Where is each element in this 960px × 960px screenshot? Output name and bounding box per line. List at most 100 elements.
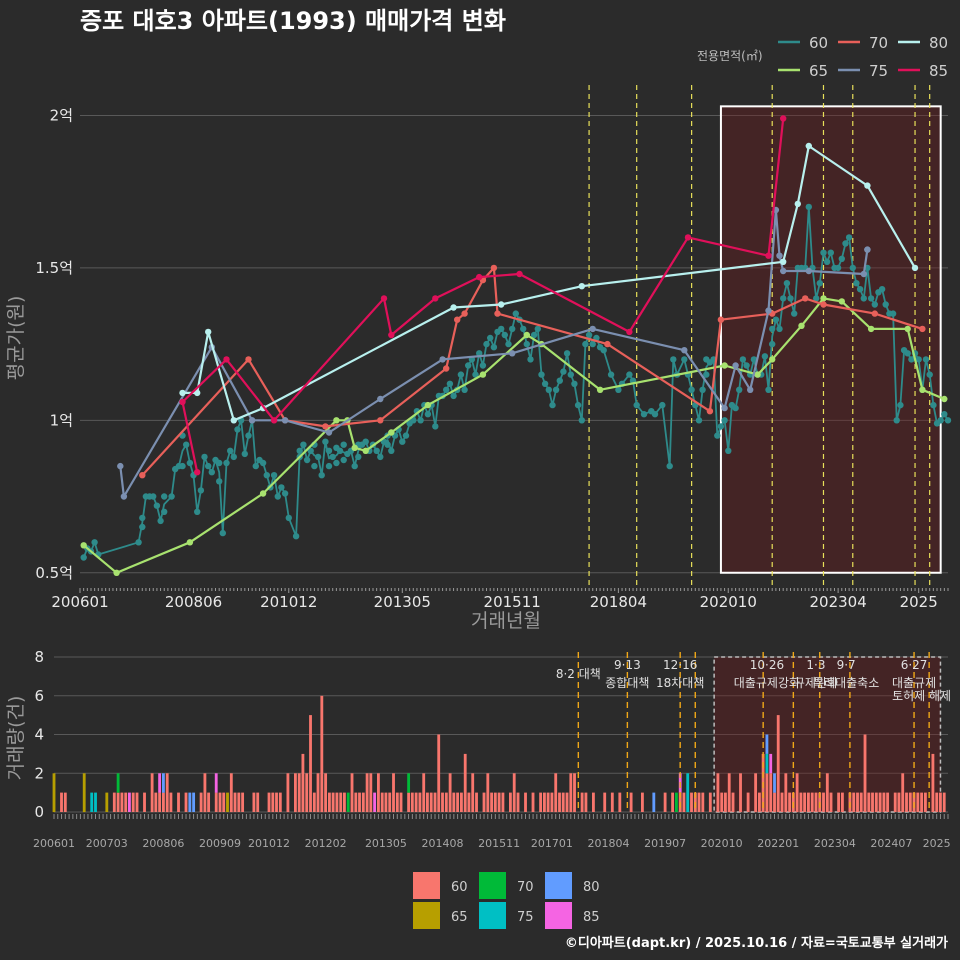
volume-bar bbox=[807, 792, 810, 812]
data-point bbox=[197, 487, 205, 494]
data-point bbox=[897, 401, 904, 409]
data-point bbox=[600, 347, 607, 354]
data-point bbox=[834, 264, 842, 272]
policy-label: 1·3 규제완화 bbox=[794, 658, 838, 690]
volume-bar bbox=[716, 773, 720, 813]
data-point bbox=[91, 539, 98, 546]
data-point bbox=[908, 356, 915, 363]
volume-bar bbox=[546, 792, 550, 812]
data-point bbox=[714, 432, 721, 439]
volume-legend-swatch-80 bbox=[545, 872, 572, 899]
volume-bar bbox=[859, 792, 863, 812]
data-point bbox=[307, 447, 314, 454]
volume-bar bbox=[214, 792, 218, 812]
data-point bbox=[241, 450, 248, 458]
volume-bar bbox=[580, 792, 584, 812]
data-point bbox=[904, 325, 911, 333]
data-point bbox=[904, 350, 911, 357]
data-point bbox=[248, 417, 256, 424]
volume-legend: 60 65 70 75 80 85 bbox=[413, 872, 600, 929]
policy-label: 10·26 대출규제강화 bbox=[734, 658, 800, 690]
data-point bbox=[351, 462, 358, 470]
data-point bbox=[523, 331, 530, 339]
data-point bbox=[80, 542, 87, 549]
volume-bar bbox=[105, 792, 109, 812]
data-point bbox=[351, 444, 358, 451]
volume-bar bbox=[218, 792, 222, 812]
policy-label-text: 토허제 해제 bbox=[892, 689, 951, 703]
data-point bbox=[157, 517, 164, 525]
volume-bar bbox=[516, 792, 520, 812]
volume-bar bbox=[143, 792, 146, 812]
volume-bar bbox=[410, 792, 414, 812]
policy-label-text: 특례대출축소 bbox=[813, 676, 879, 690]
volume-bar bbox=[863, 734, 867, 812]
volume-x-tick-label: 200909 bbox=[199, 837, 241, 850]
data-point bbox=[194, 508, 201, 515]
volume-bar bbox=[384, 792, 388, 812]
volume-y-axis-title: 거래량(건) bbox=[5, 696, 27, 781]
policy-label-text: 대출규제 bbox=[892, 676, 936, 690]
volume-bar bbox=[610, 792, 614, 812]
data-point bbox=[772, 316, 780, 323]
data-point bbox=[509, 325, 516, 333]
data-point bbox=[776, 325, 783, 333]
data-point bbox=[362, 447, 369, 454]
policy-label-text: 18차대책 bbox=[656, 675, 704, 690]
data-point bbox=[179, 398, 186, 406]
volume-bar bbox=[897, 792, 901, 812]
volume-bar bbox=[467, 792, 471, 812]
data-point bbox=[194, 389, 201, 397]
data-point bbox=[750, 356, 758, 363]
data-point bbox=[388, 331, 395, 339]
data-point bbox=[816, 280, 823, 287]
data-point bbox=[589, 325, 596, 333]
volume-bar bbox=[471, 773, 475, 813]
volume-bar bbox=[316, 773, 320, 813]
volume-bar bbox=[407, 792, 411, 812]
data-point bbox=[498, 301, 505, 308]
data-point bbox=[472, 371, 479, 378]
volume-bar bbox=[814, 792, 818, 812]
volume-bar bbox=[565, 792, 569, 812]
data-point bbox=[329, 453, 336, 461]
data-point bbox=[219, 529, 226, 537]
volume-x-tick-label: 201305 bbox=[365, 837, 407, 850]
series-75 bbox=[117, 206, 871, 500]
policy-label-text: 6·27 bbox=[901, 658, 928, 672]
volume-bar bbox=[924, 792, 927, 812]
data-point bbox=[765, 386, 772, 393]
data-point bbox=[223, 356, 230, 363]
volume-bar bbox=[731, 792, 735, 812]
volume-legend-label-70: 70 bbox=[517, 880, 534, 895]
volume-bar bbox=[837, 792, 841, 812]
volume-bar bbox=[369, 773, 373, 813]
data-point bbox=[450, 392, 457, 400]
data-point bbox=[179, 462, 186, 470]
volume-bar bbox=[490, 792, 494, 812]
data-point bbox=[666, 462, 673, 470]
volume-bar bbox=[169, 792, 173, 812]
data-point bbox=[417, 417, 424, 424]
data-point bbox=[615, 386, 622, 393]
volume-bar bbox=[448, 773, 452, 813]
data-point bbox=[186, 459, 194, 467]
data-point bbox=[443, 365, 450, 372]
price-highlight-box bbox=[719, 105, 942, 574]
volume-bar bbox=[874, 792, 878, 812]
data-point bbox=[926, 371, 933, 378]
volume-bar bbox=[543, 792, 546, 812]
data-point bbox=[476, 273, 483, 281]
data-point bbox=[717, 316, 725, 323]
data-point bbox=[516, 270, 523, 278]
legend-label-85: 85 bbox=[929, 62, 948, 80]
volume-bar bbox=[301, 753, 305, 812]
data-point bbox=[530, 331, 538, 339]
data-point bbox=[805, 267, 812, 275]
data-point bbox=[578, 283, 585, 290]
volume-x-tick-label: 201907 bbox=[644, 837, 686, 850]
data-point bbox=[589, 340, 596, 348]
data-point bbox=[216, 459, 223, 467]
data-point bbox=[794, 200, 801, 208]
volume-bar bbox=[822, 792, 825, 812]
